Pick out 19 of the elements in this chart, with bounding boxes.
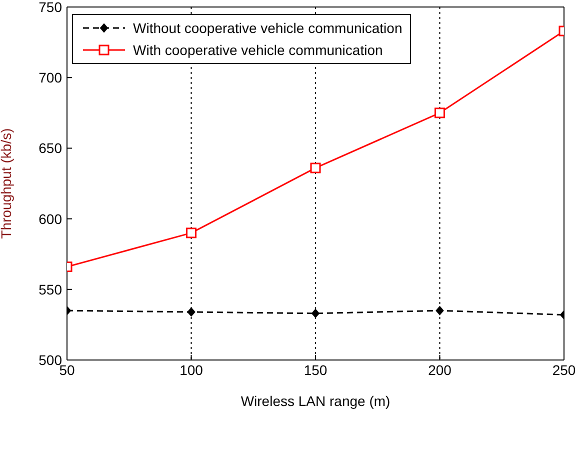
y-tick-label: 750 bbox=[38, 0, 62, 15]
point bbox=[434, 108, 445, 118]
y-tick-label: 650 bbox=[38, 140, 62, 156]
legend-label: Without cooperative vehicle communication bbox=[133, 20, 402, 36]
x-tick-label: 100 bbox=[180, 362, 204, 378]
point bbox=[186, 228, 196, 238]
y-axis-title: Throughput (kb/s) bbox=[0, 128, 14, 239]
point bbox=[310, 162, 321, 174]
point bbox=[436, 306, 444, 316]
x-axis-title: Wireless LAN range (m) bbox=[240, 393, 390, 409]
point bbox=[312, 308, 320, 318]
legend-label: With cooperative vehicle communication bbox=[133, 42, 383, 58]
point bbox=[187, 307, 196, 316]
x-tick-label: 250 bbox=[552, 362, 576, 378]
y-tick-label: 700 bbox=[38, 70, 62, 86]
y-tick-label: 550 bbox=[38, 281, 62, 298]
y-tick-label: 600 bbox=[38, 210, 62, 227]
x-tick-label: 200 bbox=[428, 362, 452, 378]
x-tick-label: 150 bbox=[304, 362, 328, 378]
